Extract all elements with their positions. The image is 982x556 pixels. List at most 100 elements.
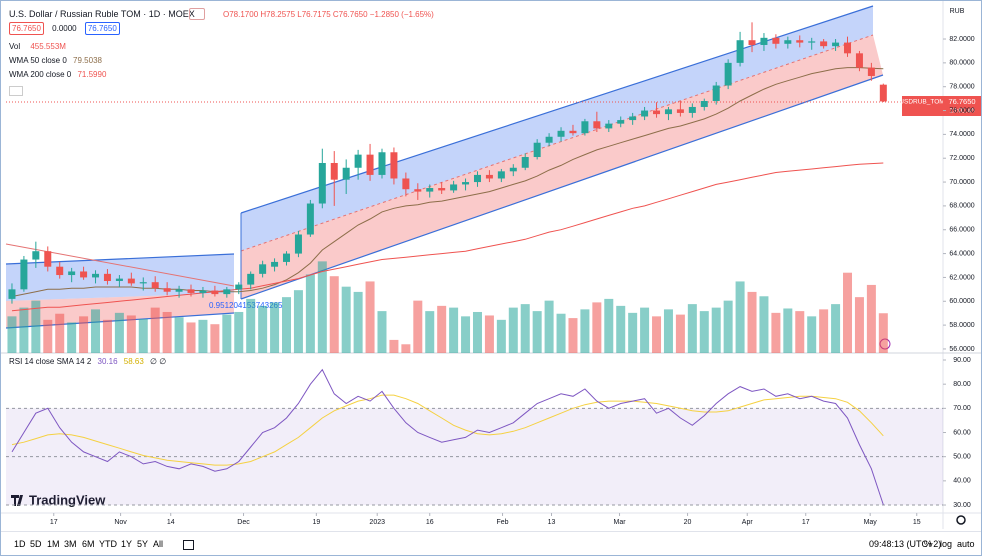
- legend-name: WMA 200 close 0: [9, 70, 72, 79]
- ma-line: [11, 162, 884, 312]
- volume-bar: [270, 302, 280, 353]
- x-tick-label: Dec: [237, 519, 250, 526]
- collapse-button[interactable]: [9, 86, 23, 96]
- volume-bar: [425, 311, 435, 353]
- candle-body: [390, 152, 398, 179]
- toolbar-button[interactable]: 6M: [82, 539, 95, 549]
- toolbar-button[interactable]: 1Y: [121, 539, 133, 549]
- candle-body: [56, 266, 64, 276]
- candle-body: [259, 264, 267, 274]
- candle-body: [617, 120, 625, 124]
- volume-bar: [568, 318, 578, 353]
- bid[interactable]: 76.7650: [9, 22, 44, 35]
- candle-body: [294, 234, 302, 254]
- toolbar-button[interactable]: YTD: [99, 539, 117, 549]
- volume-bar: [377, 311, 387, 353]
- candle-body: [378, 152, 386, 175]
- y-tick-label: 70.0000: [949, 179, 974, 186]
- channel-line: [240, 74, 884, 300]
- volume-bar: [305, 274, 315, 353]
- candle-body: [342, 167, 350, 180]
- candle-body: [772, 37, 780, 44]
- candle-body: [688, 106, 696, 113]
- symbol-title: U.S. Dollar / Russian Ruble TOM · 1D · M…: [9, 9, 195, 19]
- settings-icon[interactable]: [956, 515, 966, 525]
- volume-bar: [174, 317, 184, 353]
- candle-body: [796, 40, 804, 43]
- candle-body: [712, 85, 720, 102]
- candle-body: [366, 154, 374, 175]
- candle-body: [438, 188, 446, 191]
- x-tick-label: 16: [426, 519, 434, 526]
- gear: [956, 515, 966, 525]
- volume-bar: [126, 315, 136, 353]
- ask[interactable]: 76.7650: [84, 22, 120, 35]
- symbol-flag[interactable]: [189, 8, 205, 20]
- toolbar: 09:48:13 (UTC+2) 1D 5D 1M 3M 6M YTD 1Y 5Y All% lo…: [1, 531, 981, 556]
- toolbar-button[interactable]: auto: [957, 539, 975, 549]
- volume-bar: [640, 307, 650, 353]
- channel-fill-lower: [241, 35, 883, 299]
- volume-bar: [628, 312, 638, 353]
- toolbar-button[interactable]: 3M: [64, 539, 77, 549]
- toolbar-button[interactable]: 1D: [14, 539, 26, 549]
- volume-bar: [652, 316, 662, 353]
- candle-body: [318, 162, 326, 204]
- volume-bar: [210, 324, 220, 353]
- ma-line: [11, 67, 884, 297]
- logo-mark: [11, 495, 23, 506]
- volume-bar: [282, 297, 292, 353]
- quote-row: 76.7650 0.0000 76.7650: [9, 22, 120, 35]
- toolbar-button[interactable]: All: [153, 539, 164, 549]
- candle-body: [581, 121, 589, 134]
- calendar-button[interactable]: [183, 540, 194, 550]
- volume-bar: [819, 309, 829, 353]
- volume-bar: [341, 286, 351, 353]
- candle-body: [306, 203, 314, 235]
- y-tick-label: 68.0000: [949, 203, 974, 210]
- candle-body: [676, 109, 684, 113]
- logo-text: TradingView: [29, 492, 106, 507]
- volume-bar: [759, 296, 769, 353]
- rsi-tick-label: 30.00: [953, 502, 971, 509]
- candle-body: [736, 40, 744, 63]
- wma50-legend: WMA 50 close 0 79.5038: [9, 56, 102, 65]
- candle-body: [354, 154, 362, 168]
- y-tick-label: 56.0000: [949, 346, 974, 353]
- toolbar-button[interactable]: 1M: [47, 539, 60, 549]
- volume-bar: [508, 307, 518, 353]
- y-tick-label: 72.0000: [949, 155, 974, 162]
- x-tick-label: Nov: [114, 519, 127, 526]
- candle-body: [485, 174, 493, 179]
- x-tick-label: Feb: [497, 519, 509, 526]
- candle-body: [199, 290, 207, 293]
- toolbar-button[interactable]: log: [940, 539, 953, 549]
- volume-bar: [317, 261, 327, 353]
- volume-bar: [496, 319, 506, 353]
- volume-bar: [449, 307, 459, 353]
- candle-body: [844, 42, 852, 54]
- toolbar-button[interactable]: 5D: [30, 539, 42, 549]
- x-tick-label: 19: [312, 519, 320, 526]
- candle-body: [450, 184, 458, 191]
- spread: 0.0000: [52, 24, 77, 33]
- y-tick-label: 64.0000: [949, 250, 974, 257]
- clock: 09:48:13 (UTC+2): [869, 539, 942, 549]
- volume-bar: [663, 309, 673, 353]
- candle-body: [32, 251, 40, 260]
- toolbar-button[interactable]: 5Y: [137, 539, 149, 549]
- candle-body: [44, 251, 52, 267]
- volume-bar: [771, 312, 781, 353]
- toolbar-button[interactable]: %: [924, 539, 933, 549]
- legend-name: WMA 50 close 0: [9, 56, 67, 65]
- candle-body: [784, 40, 792, 44]
- volume-bar: [854, 297, 864, 353]
- candle-body: [175, 289, 183, 292]
- volume-bar: [234, 311, 244, 353]
- x-tick-label: Apr: [742, 519, 754, 526]
- chart: 0.951204153743265 RUB USDRUB_TOM 76.7650…: [1, 1, 981, 529]
- volume-bar: [293, 290, 303, 353]
- price-tag: [943, 96, 981, 116]
- volume-bar: [699, 311, 709, 353]
- volume-bar: [484, 315, 494, 353]
